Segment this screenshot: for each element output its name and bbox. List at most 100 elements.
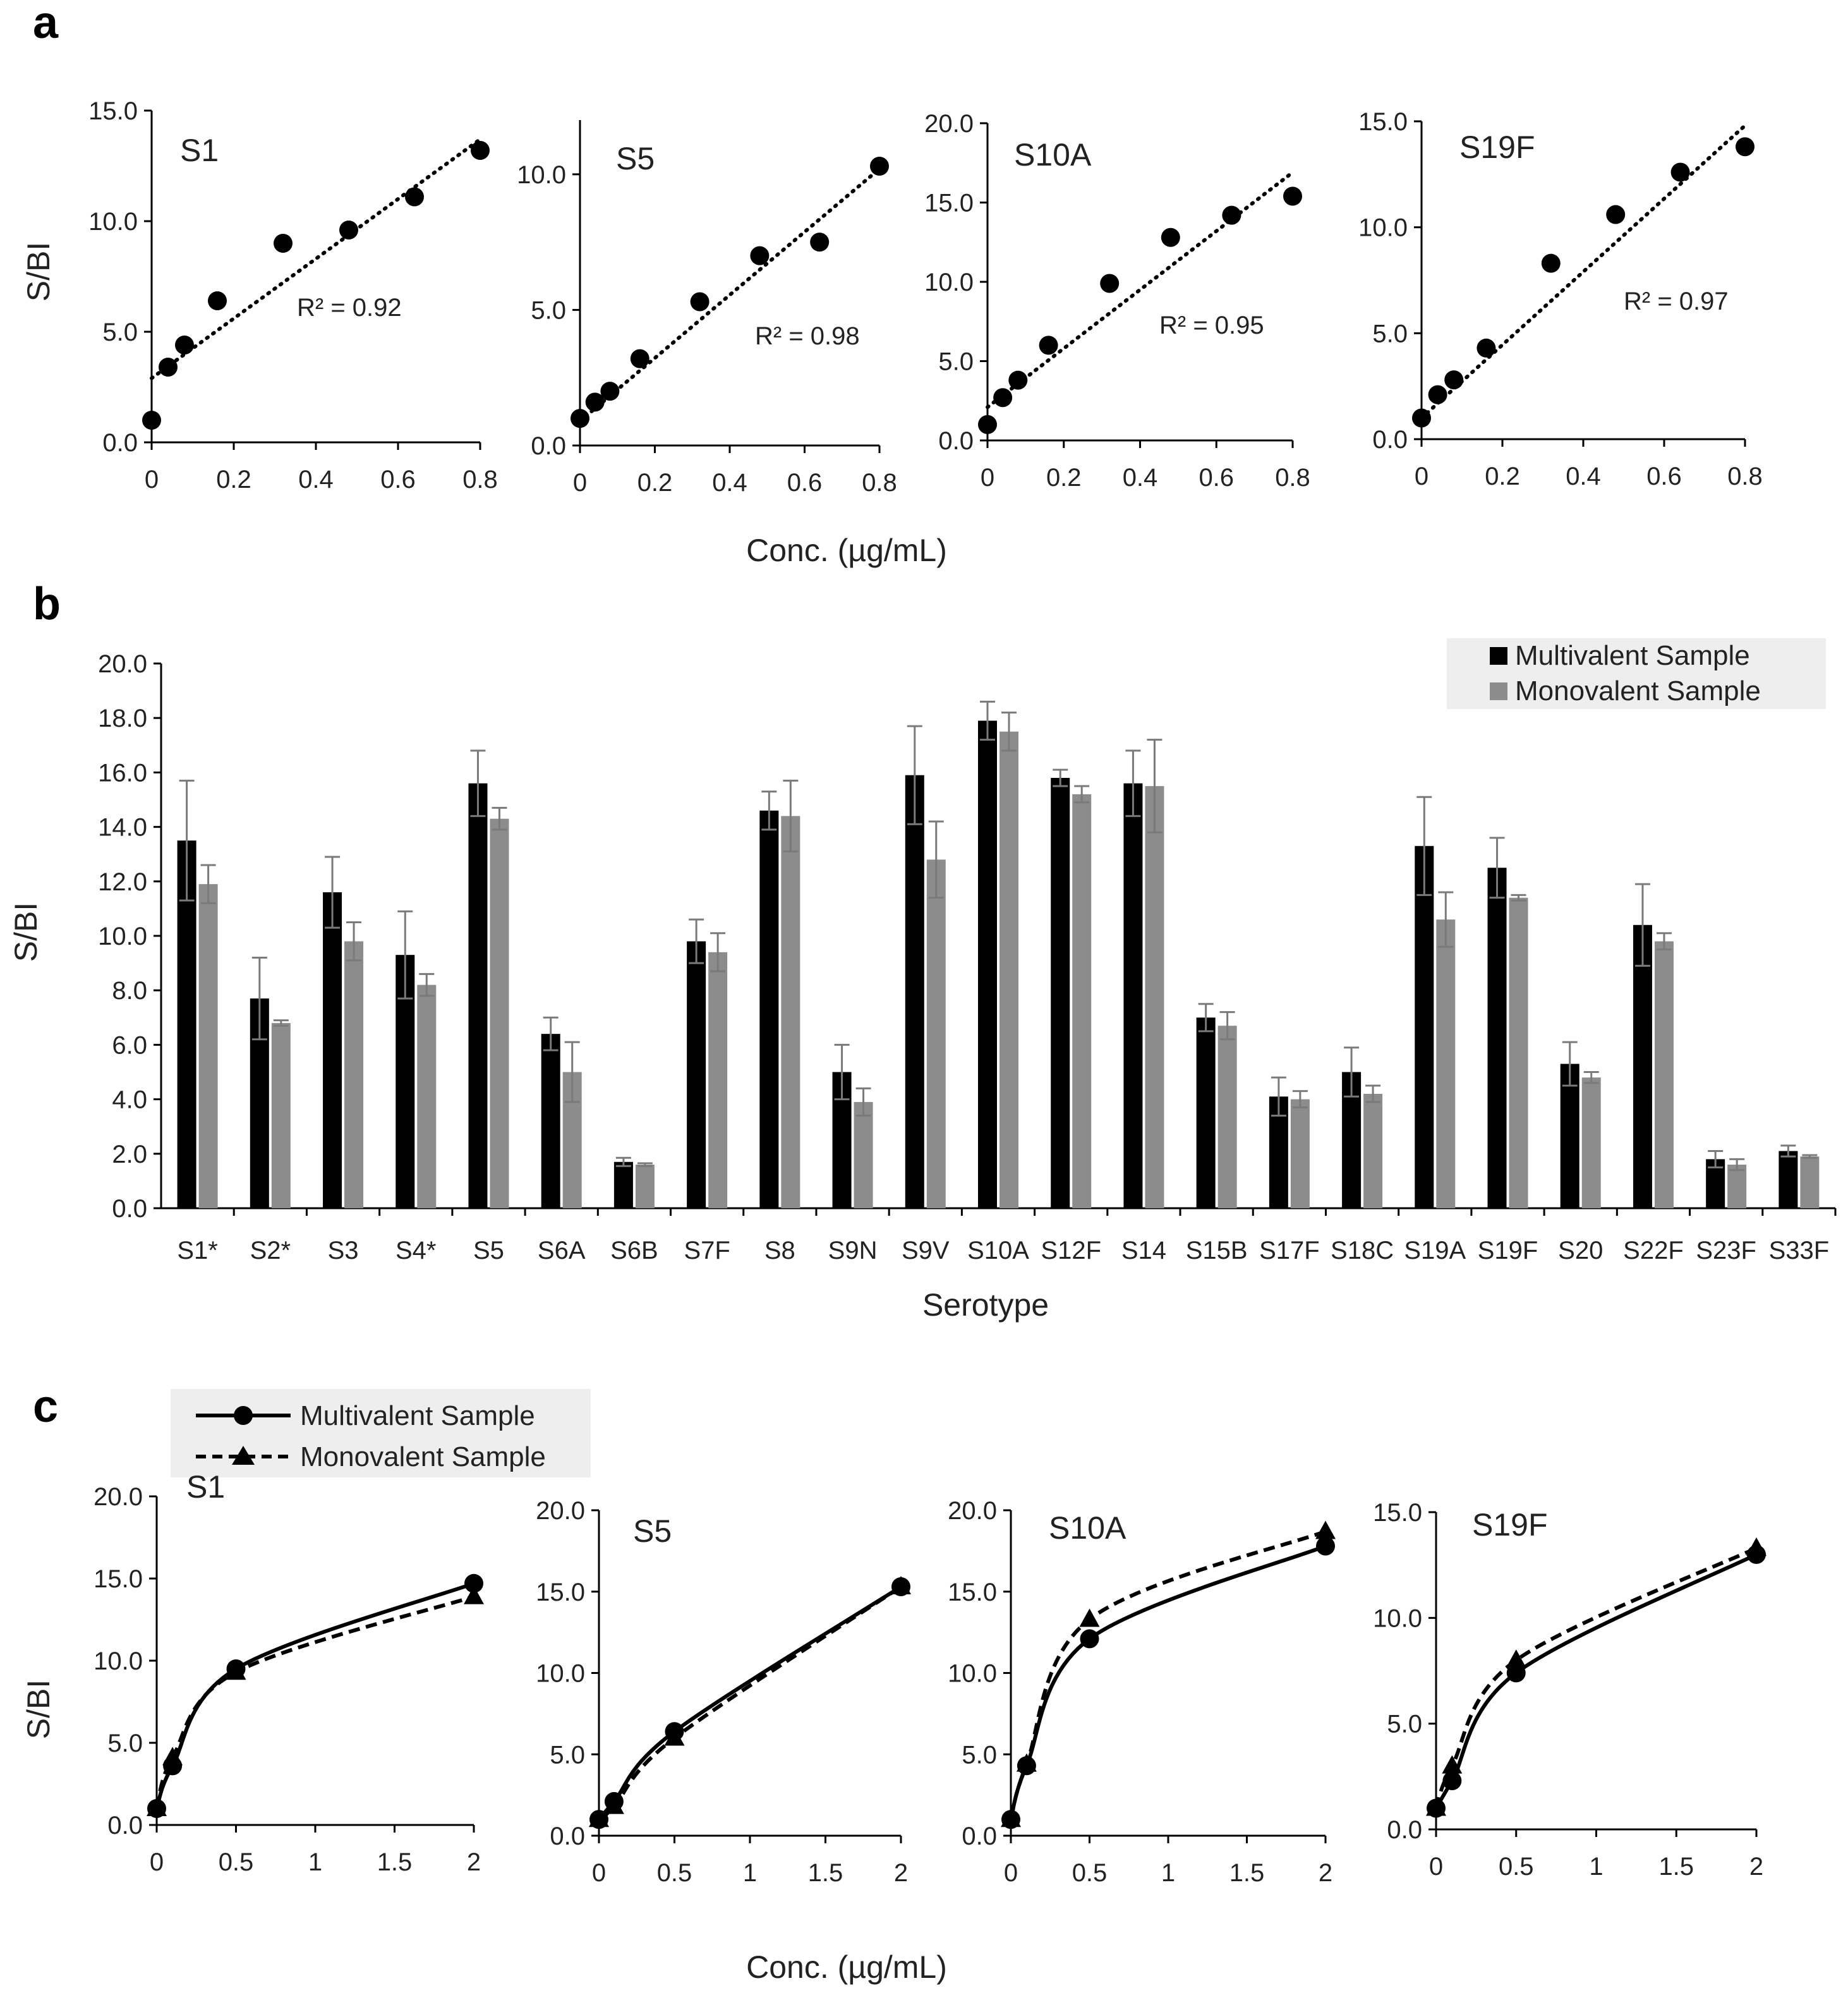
c-S10A-line-multivalent xyxy=(1009,1544,1327,1821)
c-S1-marker-monovalent xyxy=(464,1585,484,1604)
bar-monovalent xyxy=(1509,897,1528,1208)
c-S10A-ytick-label: 0.0 xyxy=(962,1822,997,1850)
bar-monovalent xyxy=(1727,1165,1747,1208)
errorbar-multivalent xyxy=(179,779,195,902)
legend-swatch-monovalent xyxy=(1490,682,1507,700)
bar-multivalent xyxy=(1415,845,1434,1208)
errorbar-multivalent xyxy=(397,910,413,1000)
panel-c-letter: c xyxy=(33,1381,58,1432)
panel-c-legend: Multivalent Sample Monovalent Sample xyxy=(171,1389,591,1477)
b-category-label: S15B xyxy=(1186,1237,1248,1264)
a-S5-point xyxy=(630,349,649,368)
c-S1-ytick-label: 10.0 xyxy=(94,1647,143,1675)
c-S19F-ytick-label: 10.0 xyxy=(1373,1604,1422,1632)
b-category-label: S19A xyxy=(1404,1237,1466,1264)
bar-multivalent xyxy=(613,1161,633,1208)
c-S5-marker-multivalent xyxy=(891,1577,910,1597)
b-category-label: S9N xyxy=(828,1237,878,1264)
panel-b-letter: b xyxy=(33,579,61,629)
c-S5-ytick-label: 5.0 xyxy=(550,1741,585,1769)
c-S19F-marker-multivalent xyxy=(1442,1771,1462,1791)
bar-monovalent xyxy=(1145,785,1164,1208)
c-S19F-xtick-label: 0.5 xyxy=(1499,1853,1534,1881)
a-S1-xtick-label: 0.8 xyxy=(462,466,498,494)
a-S10A-point xyxy=(1283,186,1302,206)
a-S19F-xtick-label: 0.2 xyxy=(1485,463,1520,490)
c-S19F-title: S19F xyxy=(1472,1507,1548,1542)
a-S19F-trendline xyxy=(1420,123,1747,420)
bar-multivalent xyxy=(687,941,706,1208)
errorbar-monovalent xyxy=(273,1019,289,1027)
a-S1-point xyxy=(471,141,490,160)
a-S1-point xyxy=(159,358,178,377)
a-S1-trendline xyxy=(150,137,482,380)
errorbar-multivalent xyxy=(1271,1076,1286,1117)
a-S1-ytick-label: 5.0 xyxy=(102,318,138,346)
a-S10A-xtick-label: 0.6 xyxy=(1199,464,1234,492)
a-S5-xtick-label: 0 xyxy=(573,469,587,497)
a-S19F-title: S19F xyxy=(1459,130,1535,165)
b-ytick-label: 12.0 xyxy=(98,868,147,896)
a-S10A-xtick-label: 0.8 xyxy=(1275,464,1310,492)
a-S19F-point xyxy=(1541,253,1561,273)
bar-multivalent xyxy=(1196,1017,1216,1208)
errorbar-multivalent xyxy=(1344,1046,1360,1098)
bar-multivalent xyxy=(177,840,196,1208)
a-S1-point xyxy=(274,234,293,253)
panel-b-legend: Multivalent Sample Monovalent Sample xyxy=(1447,638,1826,709)
a-S10A-point xyxy=(978,415,997,434)
c-S10A-ytick-label: 10.0 xyxy=(948,1660,997,1688)
bar-multivalent xyxy=(1560,1064,1579,1208)
a-S1-xtick-label: 0 xyxy=(145,466,159,494)
a-S1-xtick-label: 0.6 xyxy=(380,466,416,494)
legend-marker-circle xyxy=(234,1406,253,1425)
bar-monovalent xyxy=(271,1022,291,1208)
b-ytick-label: 0.0 xyxy=(112,1195,147,1223)
bar-multivalent xyxy=(1123,783,1143,1208)
errorbar-monovalent xyxy=(1365,1084,1381,1103)
a-S19F-xtick-label: 0.8 xyxy=(1727,463,1763,490)
bar-monovalent xyxy=(1800,1156,1820,1208)
c-S19F-ytick-label: 0.0 xyxy=(1387,1816,1422,1844)
bar-monovalent xyxy=(1217,1026,1237,1208)
c-S19F-xtick-label: 2 xyxy=(1749,1853,1763,1881)
errorbar-monovalent xyxy=(710,932,726,973)
a-S19F-ytick-label: 5.0 xyxy=(1372,320,1408,348)
a-S19F-point xyxy=(1670,162,1690,182)
b-category-label: S33F xyxy=(1769,1237,1830,1264)
errorbar-monovalent xyxy=(1729,1158,1745,1172)
a-S19F-point xyxy=(1444,370,1464,390)
a-S19F-xtick-label: 0.6 xyxy=(1646,463,1682,490)
c-S10A-xtick-label: 1.5 xyxy=(1229,1859,1265,1887)
c-S5-title: S5 xyxy=(633,1513,672,1549)
bar-multivalent xyxy=(323,892,342,1208)
b-category-label: S9V xyxy=(902,1237,950,1264)
a-S10A-title: S10A xyxy=(1014,137,1092,173)
b-ytick-label: 16.0 xyxy=(98,759,147,787)
legend-label-monovalent: Monovalent Sample xyxy=(1515,676,1761,706)
errorbar-multivalent xyxy=(543,1016,559,1052)
b-category-label: S2* xyxy=(250,1237,291,1264)
b-category-label: S18C xyxy=(1331,1237,1394,1264)
b-ytick-label: 8.0 xyxy=(112,977,147,1005)
panel-a-letter: a xyxy=(33,0,59,48)
bar-multivalent xyxy=(1051,778,1070,1208)
legend-c-label-monovalent: Monovalent Sample xyxy=(300,1441,546,1472)
errorbar-monovalent xyxy=(783,779,799,852)
a-S10A-ytick-label: 5.0 xyxy=(938,348,974,376)
c-S5-marker-multivalent xyxy=(665,1722,684,1742)
errorbar-multivalent xyxy=(1634,883,1650,967)
a-S5-xtick-label: 0.6 xyxy=(787,469,823,497)
a-S10A-point xyxy=(1161,227,1180,247)
a-S1-ytick-label: 15.0 xyxy=(88,97,138,125)
c-S1-ytick-label: 0.0 xyxy=(107,1812,143,1839)
c-S10A-ytick-label: 5.0 xyxy=(962,1741,997,1769)
errorbar-monovalent xyxy=(1074,785,1090,804)
a-S19F-xtick-label: 0 xyxy=(1415,463,1428,490)
a-S19F-point xyxy=(1428,385,1447,404)
c-S10A-marker-multivalent xyxy=(1001,1810,1020,1829)
c-S10A-marker-multivalent xyxy=(1316,1536,1335,1556)
a-S19F-ytick-label: 10.0 xyxy=(1358,214,1408,242)
errorbar-monovalent xyxy=(564,1041,580,1103)
errorbar-monovalent xyxy=(419,973,435,997)
